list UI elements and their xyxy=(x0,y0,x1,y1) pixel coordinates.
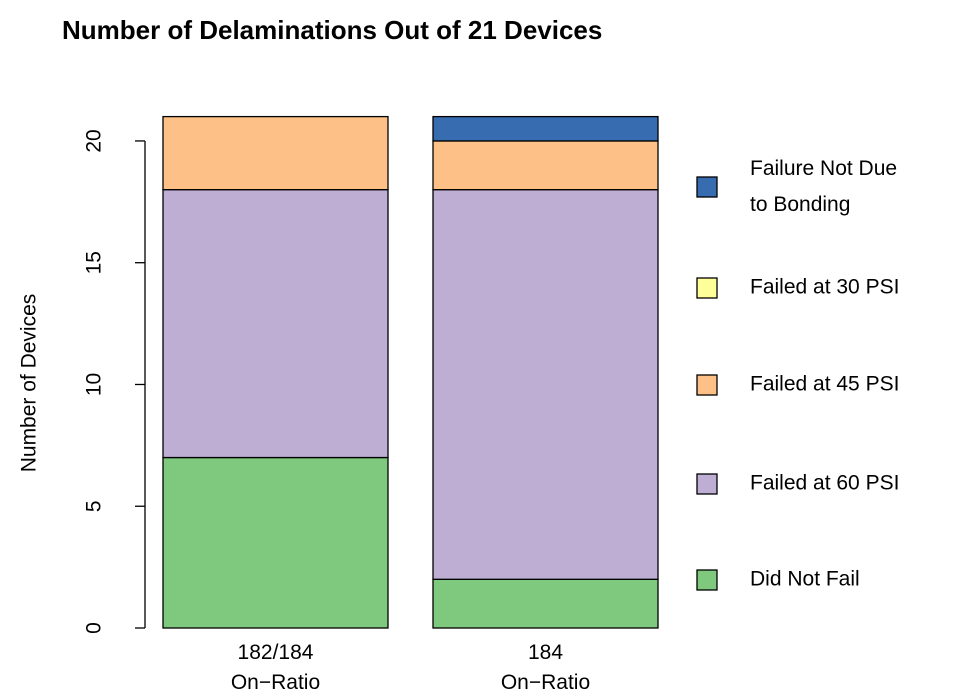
bar-segment xyxy=(162,115,389,191)
legend-swatch xyxy=(696,569,718,591)
legend-swatch xyxy=(696,374,718,396)
legend-swatch xyxy=(696,176,718,198)
y-tick-label: 15 xyxy=(83,251,106,274)
bar-segment xyxy=(432,578,659,629)
legend-label: Failed at 45 PSI xyxy=(750,373,899,396)
legend-swatch xyxy=(696,473,718,495)
chart-title: Number of Delaminations Out of 21 Device… xyxy=(62,15,602,45)
y-axis-label: Number of Devices xyxy=(18,294,41,473)
bar-segment xyxy=(432,189,659,580)
y-tick-label: 0 xyxy=(83,622,106,634)
legend-label: Did Not Fail xyxy=(750,568,860,591)
legend-swatch xyxy=(696,277,718,299)
legend-label: Failed at 60 PSI xyxy=(750,472,899,495)
y-tick-label: 20 xyxy=(83,129,106,152)
x-tick-label: 182/184 On−Ratio xyxy=(231,641,320,694)
bar-segment xyxy=(432,115,659,142)
x-tick-label: 184 On−Ratio xyxy=(501,641,590,694)
legend-label: Failed at 30 PSI xyxy=(750,276,899,299)
bar-segment xyxy=(432,140,659,191)
legend-label: Failure Not Due to Bonding xyxy=(750,157,897,216)
y-tick-label: 5 xyxy=(83,500,106,512)
bar-segment xyxy=(162,189,389,459)
y-tick-label: 10 xyxy=(83,373,106,396)
bar-segment xyxy=(162,456,389,629)
